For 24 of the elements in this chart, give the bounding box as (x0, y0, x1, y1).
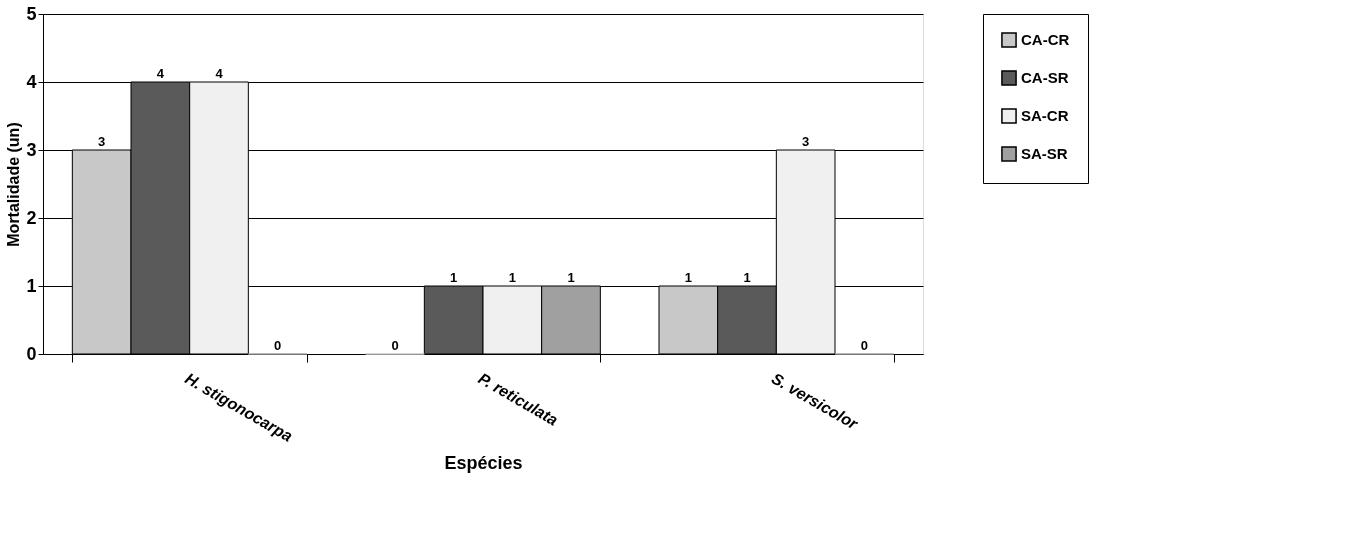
data-label: 4 (215, 66, 224, 81)
legend-label: CA-CR (1021, 31, 1070, 48)
data-label: 1 (567, 270, 575, 285)
data-label: 1 (450, 270, 458, 285)
legend-label: SA-SR (1021, 145, 1068, 162)
data-label: 1 (743, 270, 751, 285)
y-tick-label: 5 (26, 3, 37, 24)
data-label: 1 (684, 270, 692, 285)
data-label: 0 (860, 338, 868, 353)
y-tick-label: 2 (26, 207, 37, 228)
y-tick-label: 0 (26, 343, 37, 364)
data-label: 1 (508, 270, 516, 285)
data-label: 3 (98, 134, 106, 149)
legend-label: CA-SR (1021, 69, 1069, 86)
x-axis-title: Espécies (444, 452, 523, 473)
data-label: 0 (391, 338, 399, 353)
y-axis-title: Mortalidade (un) (5, 122, 23, 247)
data-label: 0 (274, 338, 282, 353)
data-label: 4 (156, 66, 165, 81)
y-tick-label: 1 (26, 275, 37, 296)
legend-label: SA-CR (1021, 107, 1069, 124)
y-tick-label: 4 (26, 71, 37, 92)
data-label: 3 (802, 134, 810, 149)
y-tick-label: 3 (26, 139, 37, 160)
